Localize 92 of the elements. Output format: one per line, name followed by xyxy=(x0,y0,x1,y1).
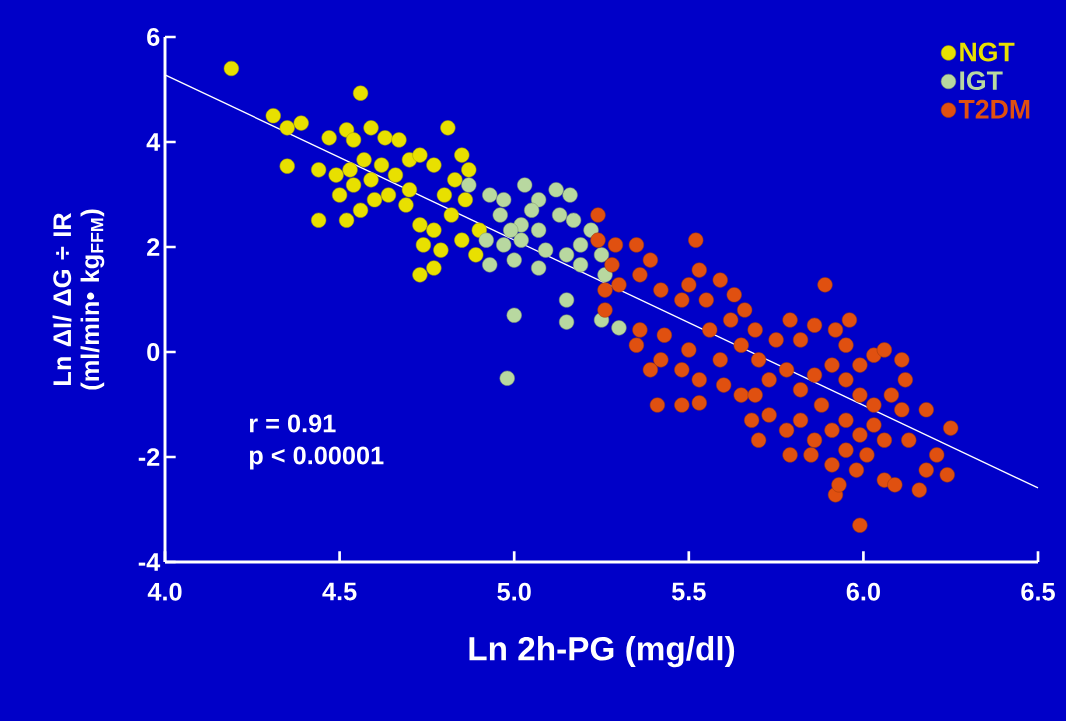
x-tick-label: 4.5 xyxy=(322,582,357,601)
point xyxy=(506,252,522,268)
point xyxy=(482,187,498,203)
point xyxy=(499,370,515,386)
point xyxy=(503,222,519,238)
annotation: p < 0.00001 xyxy=(249,446,384,470)
point xyxy=(513,232,529,248)
point xyxy=(377,130,393,146)
point xyxy=(332,187,348,203)
y-tick-label: -2 xyxy=(138,448,160,466)
point xyxy=(387,167,404,183)
point xyxy=(440,120,456,136)
y-tick-label: 0 xyxy=(147,343,160,361)
point xyxy=(558,247,575,263)
point xyxy=(398,197,414,213)
point xyxy=(380,187,397,203)
point xyxy=(548,182,564,198)
point xyxy=(356,152,372,168)
point xyxy=(572,257,589,273)
point xyxy=(506,307,522,323)
point xyxy=(454,232,470,248)
legend-label: NGT xyxy=(960,42,1015,62)
point xyxy=(426,157,442,173)
point xyxy=(363,120,379,136)
point xyxy=(454,147,470,163)
annotation: r = 0.91 xyxy=(249,414,336,433)
point xyxy=(552,207,568,223)
point xyxy=(311,162,327,178)
point xyxy=(373,157,390,173)
point xyxy=(492,207,508,223)
point xyxy=(412,267,428,283)
point xyxy=(412,217,428,233)
point xyxy=(366,192,383,208)
point xyxy=(562,187,578,203)
point xyxy=(461,162,477,178)
point xyxy=(352,202,369,218)
point xyxy=(279,158,295,174)
y-tick-label: 6 xyxy=(147,28,160,46)
point xyxy=(443,207,459,223)
point xyxy=(345,177,362,193)
point xyxy=(328,167,344,183)
point xyxy=(391,132,407,148)
legend-label: T2DM xyxy=(958,99,1030,119)
x-tick-label: 4.0 xyxy=(147,582,182,601)
point xyxy=(426,260,442,276)
point xyxy=(412,147,428,163)
x-tick-label: 5.0 xyxy=(497,582,531,601)
point xyxy=(265,108,281,124)
x-tick-label: 5.5 xyxy=(671,582,706,601)
point xyxy=(468,247,484,263)
point xyxy=(496,192,512,208)
point xyxy=(436,187,452,203)
point xyxy=(426,222,442,238)
y-tick-label: -4 xyxy=(138,553,161,571)
x-tick-label: 6.0 xyxy=(846,582,880,601)
point xyxy=(338,212,355,228)
point xyxy=(345,132,362,148)
point xyxy=(611,320,627,336)
x-tick-label: 6.5 xyxy=(1021,582,1055,601)
point xyxy=(352,85,369,101)
point xyxy=(223,60,239,77)
point xyxy=(496,237,512,253)
point xyxy=(401,182,418,198)
point xyxy=(321,130,337,146)
point xyxy=(311,212,327,228)
point xyxy=(342,162,358,178)
point xyxy=(572,237,589,253)
y-tick-label: 2 xyxy=(147,238,160,256)
point xyxy=(531,222,547,238)
point xyxy=(433,242,449,258)
legend-label: IGT xyxy=(960,71,1003,91)
point xyxy=(524,202,540,218)
point xyxy=(478,232,494,248)
point xyxy=(457,192,473,208)
point xyxy=(531,192,547,208)
y-axis-title: Ln ΔI/ ΔG ÷ IR (ml/min• kg$_{FFM}$) xyxy=(52,209,105,390)
point xyxy=(565,212,582,228)
y-tick-label: 4 xyxy=(146,133,161,151)
point xyxy=(531,260,547,276)
point xyxy=(415,237,432,253)
point xyxy=(538,242,554,258)
point xyxy=(517,177,533,193)
point xyxy=(482,257,498,273)
point xyxy=(279,120,295,136)
point xyxy=(593,247,610,263)
point xyxy=(558,292,575,308)
point xyxy=(558,314,575,330)
point xyxy=(363,172,379,188)
point xyxy=(461,177,477,193)
point xyxy=(293,115,309,131)
x-axis-title: Ln 2h-PG (mg/dl) xyxy=(469,636,735,668)
point xyxy=(447,172,463,188)
